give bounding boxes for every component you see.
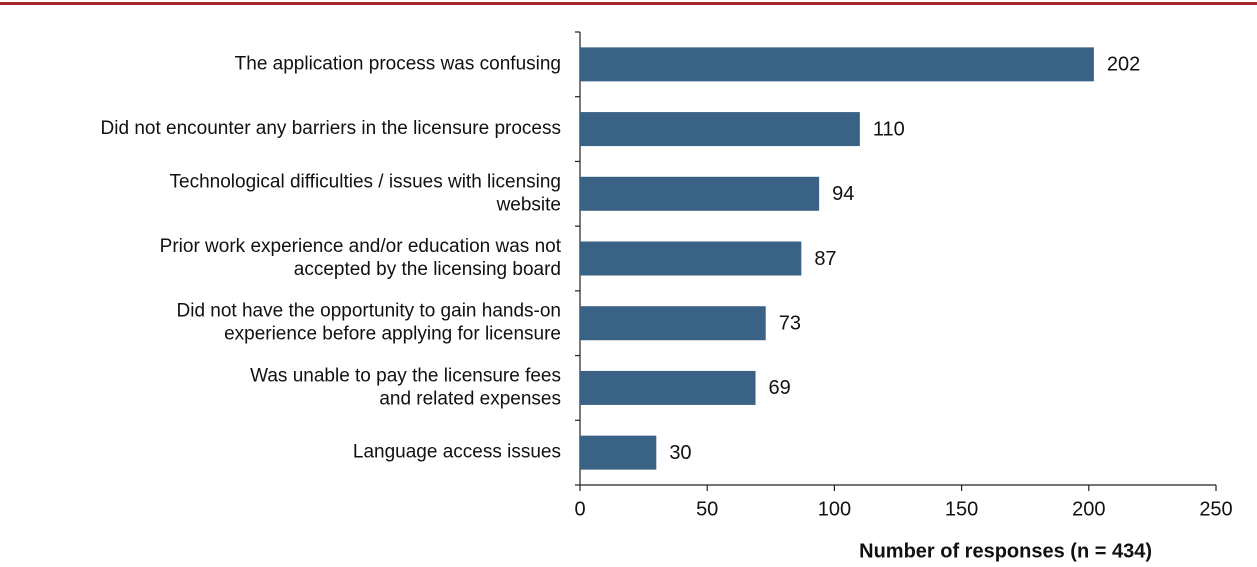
bar [580, 241, 802, 276]
x-tick-label: 150 [945, 498, 978, 520]
x-tick-label: 50 [696, 498, 718, 520]
x-tick-label: 100 [818, 498, 851, 520]
value-label: 110 [873, 118, 905, 140]
value-label: 30 [669, 442, 691, 464]
y-tick-label: Did not encounter any barriers in the li… [101, 118, 561, 139]
value-label: 69 [769, 377, 791, 399]
x-axis-label: Number of responses (n = 434) [859, 540, 1152, 562]
bar [580, 47, 1094, 82]
bar [580, 306, 766, 341]
value-label: 73 [779, 312, 801, 334]
value-label: 94 [832, 183, 854, 205]
top-rule [0, 2, 1257, 5]
y-tick-label: Prior work experience and/or education w… [160, 236, 562, 280]
value-label: 202 [1107, 54, 1140, 76]
bar [580, 176, 820, 211]
y-tick-label: Was unable to pay the licensure fees and … [250, 365, 561, 409]
y-tick-label: Language access issues [353, 442, 561, 463]
x-tick-label: 200 [1072, 498, 1105, 520]
bar [580, 435, 657, 470]
bar [580, 112, 860, 147]
value-label: 87 [814, 248, 836, 270]
y-tick-label: Did not have the opportunity to gain han… [177, 301, 562, 345]
bar [580, 370, 756, 405]
y-tick-label: Technological difficulties / issues with… [170, 171, 561, 215]
x-tick-label: 0 [574, 498, 585, 520]
y-tick-label: The application process was confusing [235, 53, 561, 74]
x-tick-label: 250 [1199, 498, 1232, 520]
